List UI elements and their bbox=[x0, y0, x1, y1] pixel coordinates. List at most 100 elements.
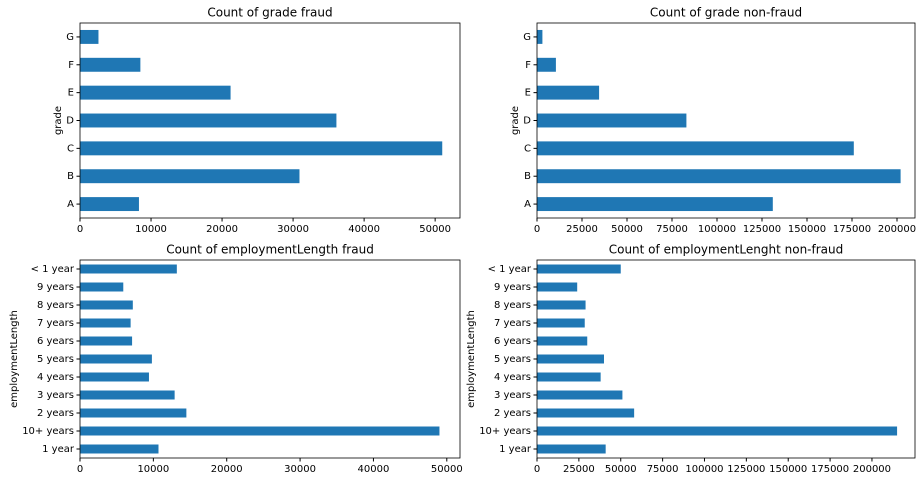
y-tick-label: D bbox=[523, 116, 531, 127]
y-tick-label: F bbox=[68, 60, 74, 71]
x-tick-label: 125000 bbox=[727, 464, 765, 475]
x-tick-label: 100000 bbox=[698, 224, 736, 235]
y-tick-label: 6 years bbox=[494, 336, 531, 347]
bar bbox=[80, 264, 177, 274]
bar bbox=[80, 169, 300, 184]
bar bbox=[537, 318, 585, 328]
y-tick-label: 7 years bbox=[494, 318, 531, 329]
y-tick-label: < 1 year bbox=[31, 264, 75, 275]
x-tick-label: 25000 bbox=[563, 464, 595, 475]
bar bbox=[80, 300, 133, 310]
x-tick-label: 10000 bbox=[137, 464, 169, 475]
x-tick-label: 50000 bbox=[605, 464, 637, 475]
y-tick-label: B bbox=[67, 171, 74, 182]
x-tick-label: 25000 bbox=[566, 224, 598, 235]
x-tick-label: 30000 bbox=[277, 224, 309, 235]
bar bbox=[537, 336, 588, 346]
y-axis-label: grade bbox=[510, 106, 521, 135]
y-tick-label: 7 years bbox=[37, 318, 74, 329]
bar bbox=[80, 444, 159, 454]
bar bbox=[537, 29, 543, 44]
y-tick-label: G bbox=[66, 32, 74, 43]
bar bbox=[80, 318, 131, 328]
bar bbox=[80, 85, 231, 100]
bar bbox=[80, 354, 152, 364]
y-tick-label: F bbox=[525, 60, 531, 71]
bar bbox=[80, 426, 440, 436]
x-tick-label: 175000 bbox=[811, 464, 849, 475]
y-tick-label: 4 years bbox=[37, 372, 74, 383]
y-tick-label: A bbox=[524, 199, 531, 210]
bar bbox=[80, 336, 133, 346]
y-tick-label: 10+ years bbox=[479, 426, 531, 437]
x-tick-label: 0 bbox=[534, 224, 540, 235]
bar bbox=[537, 354, 604, 364]
y-tick-label: 8 years bbox=[37, 300, 74, 311]
x-tick-label: 40000 bbox=[348, 224, 380, 235]
y-tick-label: C bbox=[524, 143, 531, 154]
y-axis-label: grade bbox=[53, 106, 64, 135]
x-tick-label: 175000 bbox=[833, 224, 871, 235]
x-tick-label: 10000 bbox=[135, 224, 167, 235]
bar bbox=[537, 57, 556, 72]
y-tick-label: A bbox=[67, 199, 74, 210]
x-tick-label: 150000 bbox=[769, 464, 807, 475]
x-tick-label: 0 bbox=[77, 464, 83, 475]
y-tick-label: 6 years bbox=[37, 336, 74, 347]
x-tick-label: 20000 bbox=[211, 464, 243, 475]
y-tick-label: D bbox=[66, 116, 74, 127]
axes-frame bbox=[79, 22, 461, 219]
chart-title: Count of employmentLength fraud bbox=[166, 243, 374, 257]
y-tick-label: B bbox=[524, 171, 531, 182]
y-tick-label: 8 years bbox=[494, 300, 531, 311]
y-tick-label: 2 years bbox=[494, 408, 531, 419]
bar bbox=[80, 408, 187, 418]
chart-title: Count of grade non-fraud bbox=[650, 6, 802, 20]
bar bbox=[537, 390, 623, 400]
bar bbox=[537, 282, 578, 292]
x-tick-label: 125000 bbox=[743, 224, 781, 235]
y-tick-label: E bbox=[525, 88, 531, 99]
y-tick-label: 2 years bbox=[37, 408, 74, 419]
y-tick-label: 4 years bbox=[494, 372, 531, 383]
x-tick-label: 150000 bbox=[788, 224, 826, 235]
x-tick-label: 0 bbox=[534, 464, 540, 475]
x-tick-label: 75000 bbox=[647, 464, 679, 475]
bar bbox=[80, 372, 149, 382]
bar bbox=[537, 264, 621, 274]
y-tick-label: 1 year bbox=[499, 444, 532, 455]
axes-frame bbox=[536, 259, 916, 459]
x-tick-label: 40000 bbox=[358, 464, 390, 475]
x-tick-label: 50000 bbox=[611, 224, 643, 235]
bar bbox=[80, 197, 139, 212]
bar bbox=[80, 141, 443, 156]
x-tick-label: 0 bbox=[77, 224, 83, 235]
y-tick-label: 3 years bbox=[494, 390, 531, 401]
axes-frame bbox=[79, 259, 461, 459]
bar bbox=[537, 300, 586, 310]
y-tick-label: 9 years bbox=[494, 282, 531, 293]
bar bbox=[537, 444, 606, 454]
y-tick-label: 5 years bbox=[37, 354, 74, 365]
bar bbox=[537, 197, 773, 212]
x-tick-label: 50000 bbox=[419, 224, 451, 235]
bar bbox=[537, 426, 898, 436]
bar bbox=[537, 408, 635, 418]
bar bbox=[537, 141, 854, 156]
y-tick-label: 9 years bbox=[37, 282, 74, 293]
y-tick-label: G bbox=[523, 32, 531, 43]
y-axis-label: employmentLength bbox=[9, 310, 20, 408]
y-tick-label: < 1 year bbox=[488, 264, 532, 275]
y-axis-label: employmentLength bbox=[466, 310, 477, 408]
y-tick-label: 10+ years bbox=[22, 426, 74, 437]
y-tick-label: 3 years bbox=[37, 390, 74, 401]
x-tick-label: 50000 bbox=[431, 464, 463, 475]
y-tick-label: E bbox=[68, 88, 74, 99]
x-tick-label: 30000 bbox=[284, 464, 316, 475]
bar bbox=[80, 57, 141, 72]
y-tick-label: C bbox=[67, 143, 74, 154]
x-tick-label: 200000 bbox=[878, 224, 916, 235]
bar bbox=[537, 169, 901, 184]
chart-title: Count of grade fraud bbox=[207, 6, 332, 20]
